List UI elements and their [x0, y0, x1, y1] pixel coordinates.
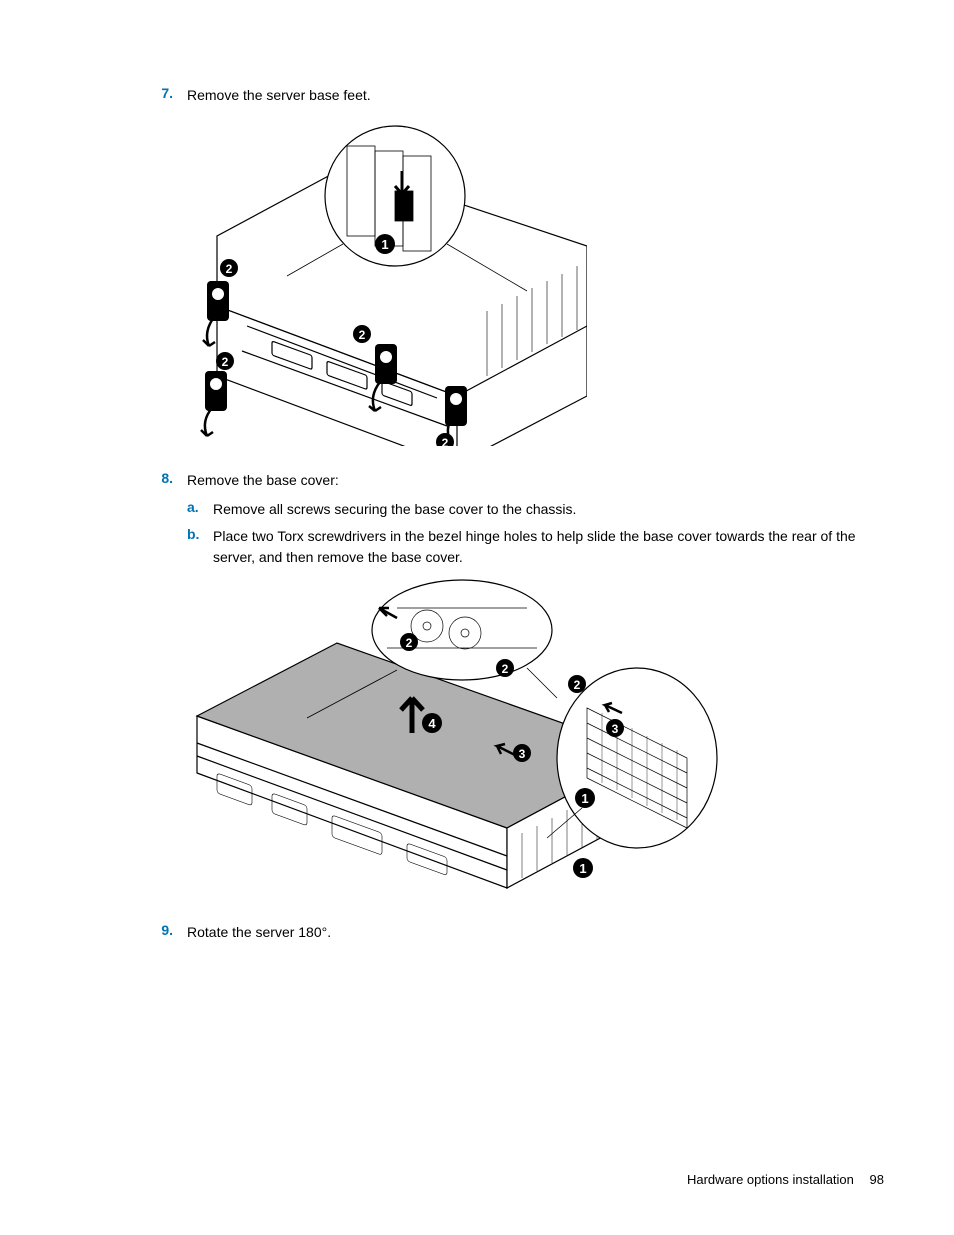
callout-badge: 3	[606, 719, 624, 737]
zoom-ellipse-right	[557, 668, 717, 848]
foot	[207, 281, 229, 321]
substep-number: b.	[187, 526, 213, 542]
step-8b: b. Place two Torx screwdrivers in the be…	[187, 526, 884, 568]
server-base-feet-diagram: 1 2 2 2 2	[187, 116, 587, 446]
svg-text:1: 1	[581, 791, 588, 806]
callout-label: 1	[381, 237, 388, 252]
svg-text:2: 2	[226, 262, 233, 276]
svg-text:2: 2	[502, 662, 509, 676]
page-footer: Hardware options installation 98	[687, 1172, 884, 1187]
callout-badge: 1	[575, 788, 595, 808]
substep-text: Remove all screws securing the base cove…	[213, 499, 884, 520]
figure-remove-base-feet: 1 2 2 2 2	[187, 116, 884, 446]
server-base-cover-diagram: 1 1 2 2 2 3 3 4	[187, 578, 727, 898]
step-text: Remove the base cover:	[187, 470, 884, 491]
step-text: Rotate the server 180°.	[187, 922, 884, 943]
step-number: 8.	[155, 470, 187, 486]
callout-badge: 2	[400, 633, 418, 651]
callout-badge: 1	[573, 858, 593, 878]
svg-text:2: 2	[222, 355, 229, 369]
footer-page-number: 98	[870, 1172, 884, 1187]
step-7: 7. Remove the server base feet.	[155, 85, 884, 106]
callout-badge: 2	[496, 659, 514, 677]
svg-text:3: 3	[612, 722, 619, 736]
step-8: 8. Remove the base cover:	[155, 470, 884, 491]
foot	[205, 371, 227, 411]
figure-remove-base-cover: 1 1 2 2 2 3 3 4	[187, 578, 884, 898]
callout-badge: 2	[568, 675, 586, 693]
svg-text:2: 2	[359, 328, 366, 342]
callout-badge: 4	[422, 713, 442, 733]
svg-text:1: 1	[579, 861, 586, 876]
step-number: 7.	[155, 85, 187, 101]
foot	[445, 386, 467, 426]
foot	[375, 344, 397, 384]
step-8a: a. Remove all screws securing the base c…	[187, 499, 884, 520]
substep-number: a.	[187, 499, 213, 515]
svg-text:2: 2	[406, 636, 413, 650]
step-9: 9. Rotate the server 180°.	[155, 922, 884, 943]
svg-text:4: 4	[428, 716, 436, 731]
footer-section: Hardware options installation	[687, 1172, 854, 1187]
callout-badge: 3	[513, 744, 531, 762]
step-text: Remove the server base feet.	[187, 85, 884, 106]
step-number: 9.	[155, 922, 187, 938]
svg-text:2: 2	[574, 678, 581, 692]
substep-text: Place two Torx screwdrivers in the bezel…	[213, 526, 884, 568]
svg-text:3: 3	[519, 747, 526, 761]
